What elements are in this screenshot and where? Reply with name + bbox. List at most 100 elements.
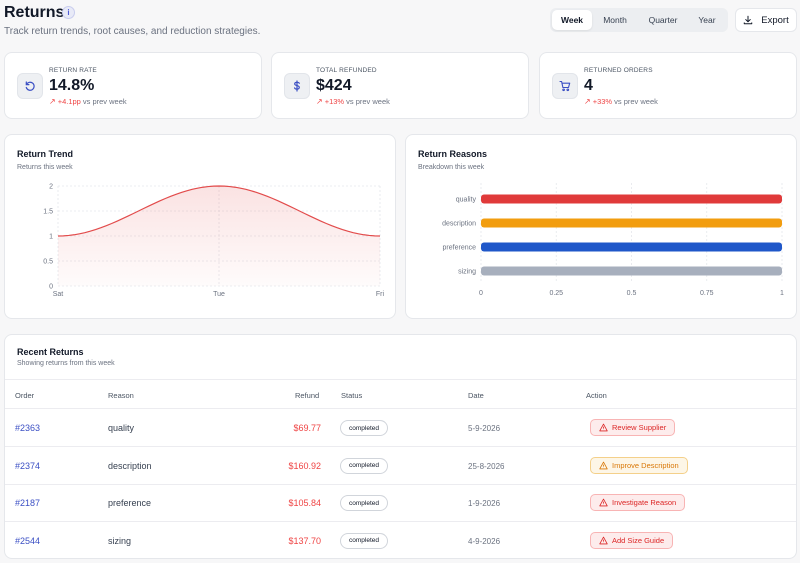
x-tick-label: 0 xyxy=(479,290,483,297)
warning-icon xyxy=(599,498,608,507)
kpi-delta-suffix: vs prev week xyxy=(346,97,390,106)
reason-cell: quality xyxy=(108,423,135,433)
chart-title: Return Trend xyxy=(17,149,74,159)
column-header-status[interactable]: Status xyxy=(341,391,363,400)
kpi-delta: ↗ +33% vs prev week xyxy=(584,97,658,106)
order-link[interactable]: #2363 xyxy=(15,423,41,433)
kpi-delta-suffix: vs prev week xyxy=(614,97,658,106)
table-title: Recent Returns xyxy=(17,347,84,357)
kpi-label: TOTAL REFUNDED xyxy=(316,67,377,74)
warning-icon xyxy=(599,423,608,432)
action-label: Investigate Reason xyxy=(612,498,677,507)
order-link[interactable]: #2374 xyxy=(15,460,41,471)
return-reasons-card: Return Reasons Breakdown this week 0 0.25… xyxy=(405,134,797,319)
x-tick-label: 1 xyxy=(780,290,784,297)
refund-cell: $137.70 xyxy=(288,535,321,546)
y-tick-label: 1.5 xyxy=(43,209,53,216)
kpi-value: 4 xyxy=(584,77,593,94)
refund-cell: $69.77 xyxy=(293,423,321,433)
y-tick-label: 1 xyxy=(49,234,53,241)
range-month-button[interactable]: Month xyxy=(603,15,627,25)
export-label: Export xyxy=(761,14,789,26)
y-tick-label: 2 xyxy=(49,184,53,191)
kpi-card-total-refunded: TOTAL REFUNDED $424 ↗ +13% vs prev week xyxy=(271,52,529,119)
x-tick-label: 0.25 xyxy=(549,290,563,297)
action-button[interactable]: Review Supplier xyxy=(590,419,676,436)
trend-area xyxy=(58,186,380,286)
action-button[interactable]: Investigate Reason xyxy=(590,494,686,511)
page-subtitle: Track return trends, root causes, and re… xyxy=(4,26,261,37)
page-header: Returns i Track return trends, root caus… xyxy=(0,0,800,44)
kpi-delta-value: +4.1pp xyxy=(57,97,81,106)
table-subtitle: Showing returns from this week xyxy=(17,360,115,367)
bar-preference xyxy=(481,242,782,252)
return-trend-card: Return Trend Returns this week 0 0.5 1 1.5 2… xyxy=(4,134,396,319)
export-button[interactable]: Export xyxy=(735,8,797,32)
column-header-order[interactable]: Order xyxy=(15,391,35,400)
warning-icon xyxy=(599,536,608,544)
bar-sizing xyxy=(481,266,782,276)
kpi-value: $424 xyxy=(316,77,352,94)
range-year-button[interactable]: Year xyxy=(698,15,716,25)
cart-icon xyxy=(552,73,578,99)
kpi-label: RETURNED ORDERS xyxy=(584,67,653,74)
column-header-refund[interactable]: Refund xyxy=(295,391,320,400)
reason-cell: sizing xyxy=(108,535,132,546)
chart-subtitle: Breakdown this week xyxy=(418,164,485,171)
reason-cell: description xyxy=(108,460,152,471)
date-cell: 4-9-2026 xyxy=(468,536,501,546)
column-header-reason[interactable]: Reason xyxy=(108,391,134,400)
trend-up-icon: ↗ xyxy=(316,97,323,106)
status-badge: completed xyxy=(340,532,388,549)
x-tick-label: Sat xyxy=(53,291,64,298)
refund-cell: $105.84 xyxy=(288,498,321,508)
recent-returns-card: Recent Returns Showing returns from this… xyxy=(4,334,797,559)
table-row[interactable]: #2363 quality $69.77 completed 5-9-2026 Revie… xyxy=(5,409,796,447)
range-week-button[interactable]: Week xyxy=(552,10,592,30)
dollar-icon xyxy=(284,73,310,99)
status-badge: completed xyxy=(340,420,388,436)
table-row[interactable]: #2544 sizing $137.70 completed 4-9-2026 Add S… xyxy=(5,522,796,559)
page-title: Returns xyxy=(4,4,65,21)
kpi-delta: ↗ +13% vs prev week xyxy=(316,97,390,106)
status-badge: completed xyxy=(340,495,388,511)
category-label: sizing xyxy=(458,269,476,276)
kpi-delta-value: +13% xyxy=(324,97,345,106)
y-tick-label: 0 xyxy=(49,284,53,291)
x-tick-label: Fri xyxy=(376,291,385,298)
kpi-delta-suffix: vs prev week xyxy=(82,97,127,106)
kpi-label: RETURN RATE xyxy=(49,67,97,74)
chart-title: Return Reasons xyxy=(418,149,488,159)
table-row[interactable]: #2187 preference $105.84 completed 1-9-2026 I… xyxy=(5,484,796,522)
bar-description xyxy=(481,218,782,228)
action-label: Add Size Guide xyxy=(612,535,665,545)
table-row[interactable]: #2374 description $160.92 completed 25-8-202… xyxy=(5,447,796,485)
range-quarter-button[interactable]: Quarter xyxy=(648,15,678,25)
action-label: Improve Description xyxy=(612,460,679,470)
kpi-delta: ↗ +4.1pp vs prev week xyxy=(49,97,127,106)
reason-cell: preference xyxy=(108,498,152,508)
kpi-value: 14.8% xyxy=(49,77,95,94)
refresh-icon xyxy=(17,73,43,99)
x-tick-label: Tue xyxy=(213,291,225,298)
return-trend-chart: 0 0.5 1 1.5 2 Sat Tue Fri xyxy=(43,184,385,299)
trend-up-icon: ↗ xyxy=(584,97,591,106)
x-tick-label: 0.75 xyxy=(700,290,714,297)
action-button[interactable]: Add Size Guide xyxy=(590,531,674,549)
trend-up-icon: ↗ xyxy=(49,97,56,106)
action-button[interactable]: Improve Description xyxy=(590,456,688,474)
table-header: Order Reason Refund Status Date Action xyxy=(5,379,796,409)
column-header-date[interactable]: Date xyxy=(468,391,484,400)
status-badge: completed xyxy=(340,457,388,474)
info-icon[interactable]: i xyxy=(62,6,75,19)
column-header-action[interactable]: Action xyxy=(586,391,607,400)
chart-subtitle: Returns this week xyxy=(17,164,73,171)
category-label: description xyxy=(442,221,476,228)
time-range-toggle: Week Month Quarter Year xyxy=(550,8,728,32)
order-link[interactable]: #2544 xyxy=(15,535,41,546)
order-link[interactable]: #2187 xyxy=(15,498,41,508)
date-cell: 5-9-2026 xyxy=(468,424,501,433)
download-icon xyxy=(744,15,753,25)
x-tick-label: 0.5 xyxy=(627,290,637,297)
action-label: Review Supplier xyxy=(612,423,667,432)
